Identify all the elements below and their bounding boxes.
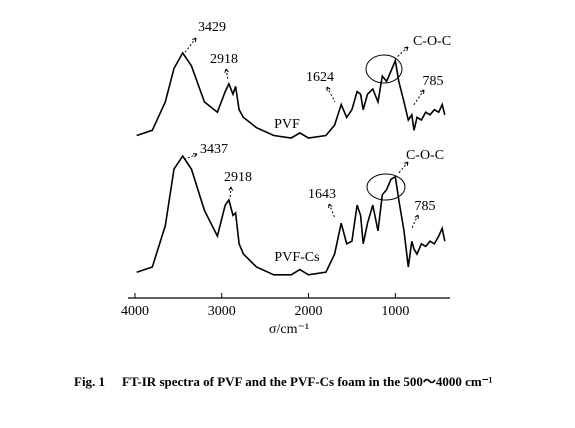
- arrow-head: [326, 86, 331, 91]
- annotation: 3437: [200, 142, 228, 157]
- arrow-head: [420, 89, 425, 95]
- arrow-head: [192, 153, 198, 158]
- annotation: 2918: [210, 52, 238, 67]
- annotation: 3429: [198, 20, 226, 35]
- x-axis-label: σ/cm⁻¹: [269, 322, 309, 337]
- annotation: 2918: [224, 170, 252, 185]
- x-tick-label: 3000: [208, 304, 236, 319]
- chart: 4000 3000 2000 1000 σ/cm⁻¹ PVF PVF-Cs 3429 2918 1…: [121, 20, 451, 337]
- annotation: 785: [423, 74, 444, 89]
- x-tick-label: 2000: [295, 304, 323, 319]
- annotation: 1643: [308, 187, 336, 202]
- arrow-head: [328, 203, 333, 209]
- series-label: PVF: [274, 117, 300, 132]
- annotation-arrow: [225, 68, 229, 81]
- annotation: 1624: [306, 70, 334, 85]
- x-tick-label: 1000: [381, 304, 409, 319]
- arrow-head: [414, 214, 419, 220]
- caption: Fig. 1 FT-IR spectra of PVF and the PVF-…: [74, 368, 544, 395]
- series-label: PVF-Cs: [274, 250, 319, 265]
- annotation: C-O-C: [406, 148, 444, 163]
- annotation-arrow: [395, 46, 409, 59]
- annotation-arrow: [229, 186, 232, 199]
- arrow-head: [228, 186, 234, 191]
- caption-text: FT-IR spectra of PVF and the PVF-Cs foam…: [122, 374, 493, 389]
- spectrum-line: [136, 51, 446, 139]
- annotation-arrow: [412, 89, 425, 107]
- highlight-ellipse: [365, 54, 403, 84]
- caption-label: Fig. 1: [74, 374, 106, 389]
- highlight-ellipse: [366, 173, 406, 201]
- arrow-head: [403, 46, 409, 51]
- arrow-head: [192, 37, 197, 43]
- spectrum-line: [136, 154, 446, 276]
- annotation-arrow: [326, 86, 336, 103]
- arrow-head: [224, 68, 229, 73]
- x-tick-label: 4000: [121, 304, 149, 319]
- annotation-arrow: [397, 161, 409, 175]
- annotation-arrow: [182, 37, 197, 56]
- annotation-arrow: [182, 153, 198, 161]
- annotation: 785: [415, 199, 436, 214]
- annotation-arrow: [328, 203, 336, 219]
- arrow-head: [404, 161, 409, 167]
- annotation: C-O-C: [413, 34, 451, 49]
